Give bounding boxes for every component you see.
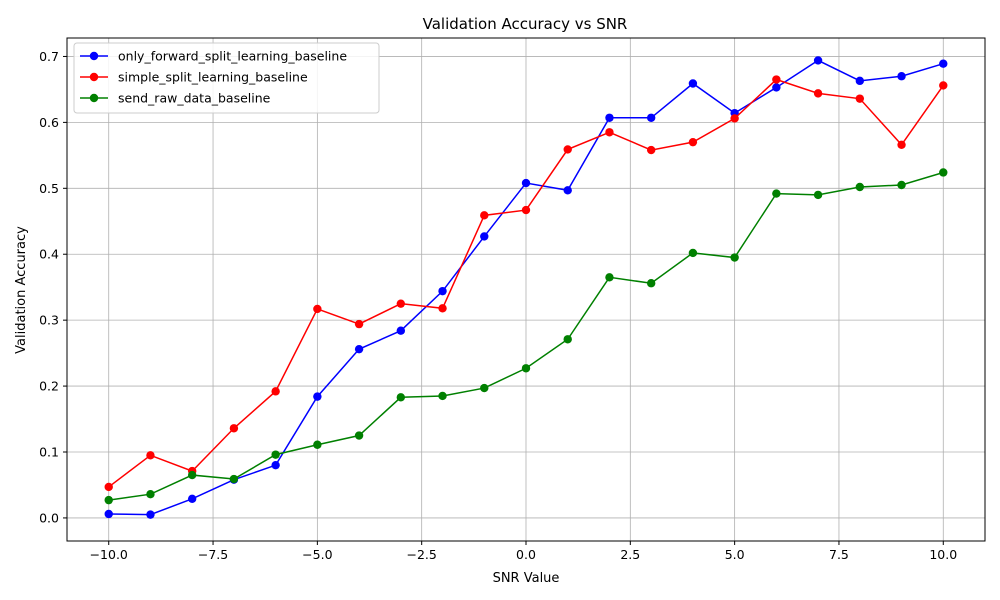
data-point — [605, 128, 614, 137]
data-point — [688, 248, 698, 258]
data-point — [939, 81, 948, 90]
data-point — [855, 182, 865, 192]
data-point — [646, 145, 656, 155]
data-point — [480, 383, 489, 393]
data-point — [772, 83, 781, 92]
legend-marker — [89, 51, 99, 61]
legend-item: simple_split_learning_baseline — [80, 70, 308, 85]
x-tick-label: −5.0 — [302, 547, 332, 562]
data-point — [772, 75, 781, 84]
data-point — [313, 440, 322, 449]
data-point — [813, 190, 823, 200]
data-point — [354, 344, 364, 354]
data-point — [646, 113, 656, 122]
legend-marker — [89, 72, 99, 82]
data-point — [897, 140, 906, 149]
series-layer — [104, 56, 948, 519]
x-tick-label: −7.5 — [198, 547, 228, 562]
y-tick-label: 0.5 — [39, 181, 59, 196]
legend-item: only_forward_split_learning_baseline — [80, 49, 347, 64]
data-point — [605, 113, 614, 122]
data-point — [855, 94, 865, 103]
y-tick-label: 0.4 — [39, 247, 59, 262]
legend-label: send_raw_data_baseline — [118, 91, 271, 106]
data-point — [313, 304, 322, 314]
chart-title: Validation Accuracy vs SNR — [423, 15, 628, 33]
data-point — [646, 279, 656, 288]
data-point — [772, 189, 781, 198]
y-tick-label: 0.6 — [39, 115, 59, 130]
data-point — [187, 470, 197, 480]
y-tick-label: 0.0 — [39, 510, 59, 525]
y-axis-label: Validation Accuracy — [14, 226, 29, 354]
data-point — [480, 211, 489, 220]
axis-ticks: −10.0 −7.5 −5.0 −2.5 0.0 2.5 5.0 7.5 10.0 0.0 0.1 0… — [39, 49, 957, 562]
y-tick-label: 0.3 — [39, 313, 59, 328]
data-point — [146, 510, 155, 519]
data-point — [563, 186, 572, 195]
data-point — [396, 299, 406, 308]
series-only_forward_split_learning_baseline — [104, 56, 948, 519]
data-point — [521, 364, 531, 373]
data-point — [271, 387, 280, 396]
data-point — [939, 168, 948, 177]
legend-label: only_forward_split_learning_baseline — [118, 49, 347, 64]
legend-item: send_raw_data_baseline — [80, 91, 271, 106]
data-point — [104, 482, 113, 492]
x-tick-label: 7.5 — [829, 547, 849, 562]
data-point — [730, 114, 739, 123]
x-tick-label: 10.0 — [929, 547, 957, 562]
data-point — [897, 72, 906, 81]
data-point — [521, 178, 531, 188]
y-tick-label: 0.7 — [39, 49, 59, 64]
data-point — [438, 304, 447, 313]
data-point — [354, 319, 364, 329]
legend-marker — [89, 93, 99, 103]
data-point — [146, 451, 155, 460]
legend-label: simple_split_learning_baseline — [118, 70, 308, 85]
x-tick-label: 5.0 — [725, 547, 745, 562]
x-tick-label: −2.5 — [407, 547, 437, 562]
y-tick-label: 0.1 — [39, 445, 59, 460]
data-point — [813, 89, 823, 98]
data-point — [730, 253, 739, 262]
y-tick-label: 0.2 — [39, 379, 59, 394]
x-tick-label: 2.5 — [620, 547, 640, 562]
data-point — [855, 76, 865, 86]
data-point — [813, 56, 823, 65]
data-point — [229, 424, 239, 433]
data-point — [396, 326, 406, 335]
data-point — [605, 273, 614, 282]
data-point — [104, 495, 113, 505]
x-axis-label: SNR Value — [493, 571, 560, 586]
data-point — [563, 335, 572, 344]
data-point — [313, 392, 322, 401]
x-tick-label: 0.0 — [516, 547, 536, 562]
data-point — [354, 431, 364, 440]
data-point — [563, 145, 572, 154]
data-point — [146, 489, 155, 499]
series-simple_split_learning_baseline — [104, 75, 948, 492]
grid-lines — [67, 38, 985, 541]
data-point — [438, 391, 447, 401]
data-point — [187, 494, 197, 504]
data-point — [271, 450, 280, 459]
data-point — [271, 460, 280, 470]
data-point — [521, 205, 531, 215]
legend: only_forward_split_learning_baselinesimp… — [73, 42, 380, 114]
x-tick-label: −10.0 — [90, 547, 128, 562]
data-point — [229, 474, 239, 484]
data-point — [104, 509, 113, 519]
data-point — [480, 232, 489, 241]
data-point — [438, 286, 447, 296]
series-send_raw_data_baseline — [104, 168, 948, 505]
data-point — [939, 59, 948, 68]
data-point — [897, 180, 906, 190]
data-point — [396, 393, 406, 402]
legend-box — [73, 42, 380, 114]
data-point — [688, 137, 698, 147]
data-point — [688, 79, 698, 88]
